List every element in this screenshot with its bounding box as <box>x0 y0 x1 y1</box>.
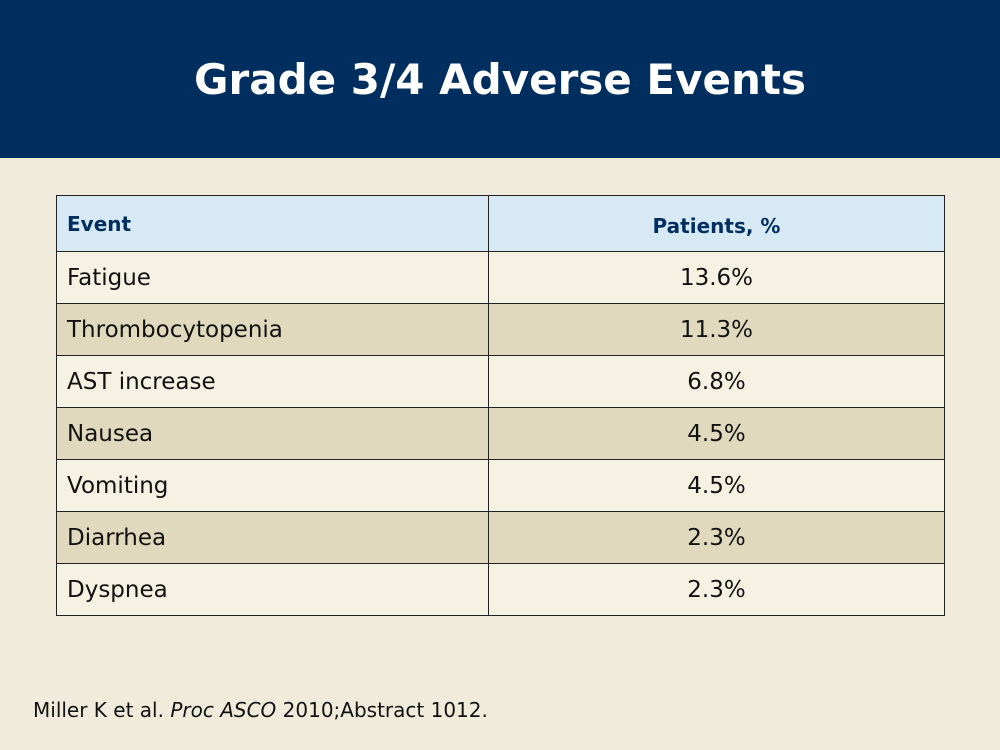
header-event: Event <box>56 195 489 252</box>
patients-cell: 2.3% <box>488 563 945 616</box>
table-row: Diarrhea 2.3% <box>56 511 945 564</box>
event-cell: Fatigue <box>56 251 489 304</box>
table-row: AST increase 6.8% <box>56 355 945 408</box>
slide-title: Grade 3/4 Adverse Events <box>194 55 806 104</box>
table-row: Thrombocytopenia 11.3% <box>56 303 945 356</box>
patients-cell: 13.6% <box>488 251 945 304</box>
table-row: Fatigue 13.6% <box>56 251 945 304</box>
patients-cell: 2.3% <box>488 511 945 564</box>
event-cell: Dyspnea <box>56 563 489 616</box>
title-bar: Grade 3/4 Adverse Events <box>0 0 1000 158</box>
event-cell: Diarrhea <box>56 511 489 564</box>
table-row: Dyspnea 2.3% <box>56 563 945 616</box>
patients-cell: 11.3% <box>488 303 945 356</box>
patients-cell: 4.5% <box>488 459 945 512</box>
patients-cell: 6.8% <box>488 355 945 408</box>
citation-authors: Miller K et al. <box>33 698 164 722</box>
patients-cell: 4.5% <box>488 407 945 460</box>
citation: Miller K et al. Proc ASCO 2010;Abstract … <box>33 698 488 722</box>
table-header-row: Event Patients, % <box>56 195 945 252</box>
adverse-events-table: Event Patients, % Fatigue 13.6% Thromboc… <box>56 195 945 616</box>
event-cell: Vomiting <box>56 459 489 512</box>
header-patients: Patients, % <box>488 195 945 252</box>
table-row: Vomiting 4.5% <box>56 459 945 512</box>
citation-details: 2010;Abstract 1012. <box>282 698 488 722</box>
table-row: Nausea 4.5% <box>56 407 945 460</box>
event-cell: Thrombocytopenia <box>56 303 489 356</box>
event-cell: Nausea <box>56 407 489 460</box>
citation-journal: Proc ASCO <box>170 698 277 722</box>
event-cell: AST increase <box>56 355 489 408</box>
